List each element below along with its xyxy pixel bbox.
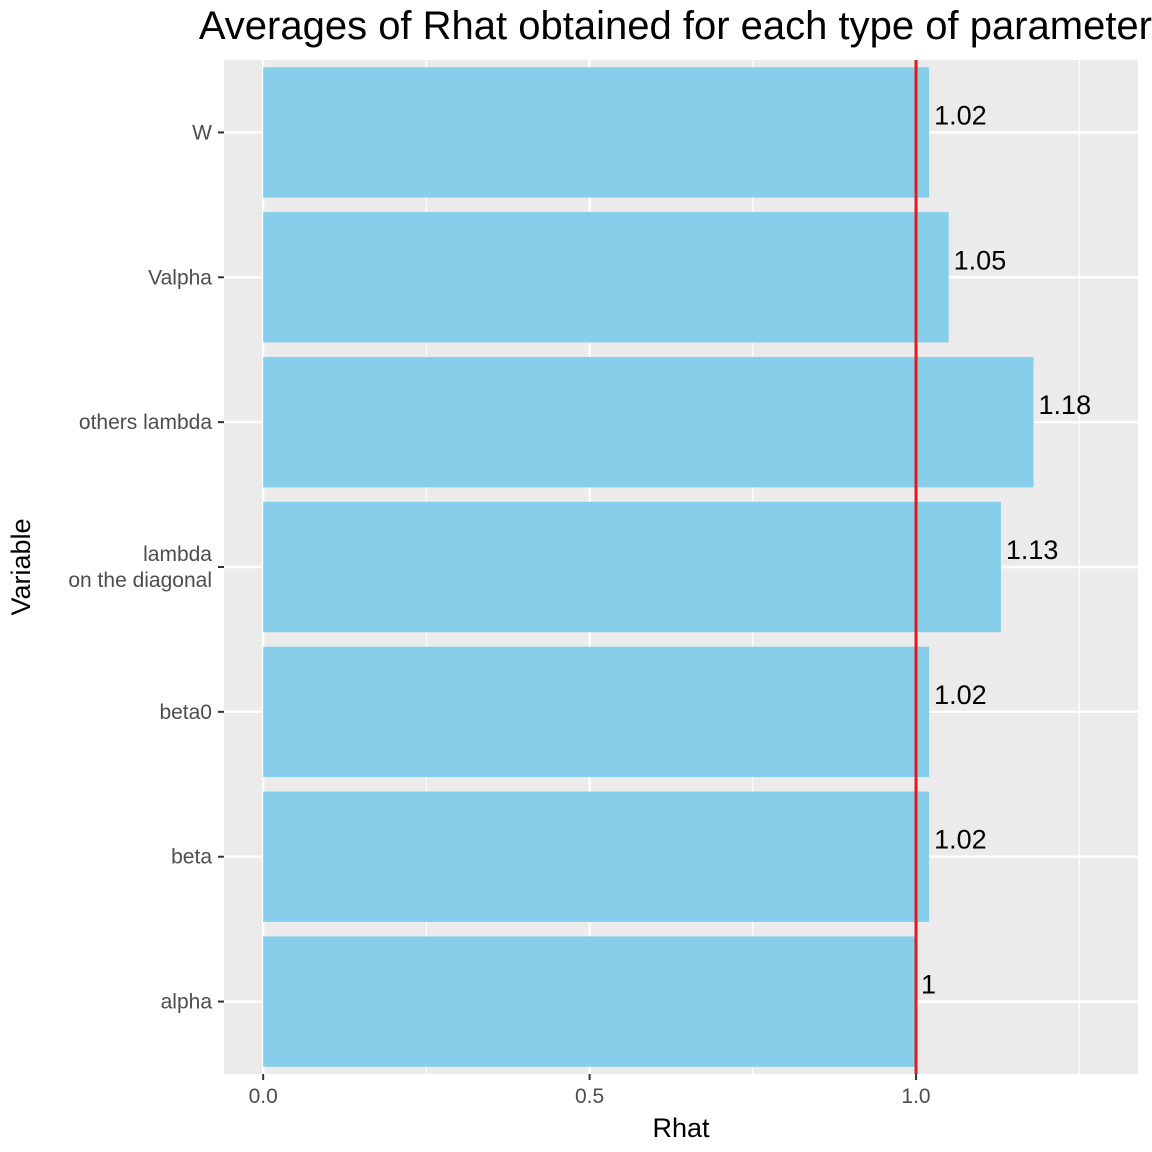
x-tick-label: 0.0: [249, 1085, 278, 1108]
y-tick-label: others lambda: [79, 411, 212, 434]
y-tick-label: lambda on the diagonal: [68, 543, 212, 592]
y-tick-label: alpha: [161, 991, 213, 1014]
data-label: 1.02: [934, 680, 987, 710]
bar: [263, 936, 917, 1067]
x-axis-title: Rhat: [652, 1113, 710, 1143]
y-tick-label: beta: [171, 846, 212, 869]
bar: [263, 356, 1034, 488]
x-tick-label: 1.0: [901, 1085, 930, 1108]
data-label: 1.02: [934, 825, 987, 855]
data-label: 1.18: [1039, 390, 1092, 420]
data-label: 1.02: [934, 100, 987, 130]
y-axis-title: Variable: [6, 518, 36, 615]
bar: [263, 791, 930, 922]
data-label: 1.13: [1006, 535, 1059, 565]
x-tick-label: 0.5: [575, 1085, 604, 1108]
y-tick-label: Valpha: [148, 266, 212, 289]
y-tick-label: W: [192, 121, 212, 144]
chart-title: Averages of Rhat obtained for each type …: [198, 4, 1152, 48]
bar: [263, 501, 1001, 633]
data-label: 1.05: [954, 245, 1007, 275]
bar: [263, 212, 949, 343]
y-tick-label: beta0: [159, 701, 212, 724]
bar: [263, 646, 930, 778]
bar: [263, 67, 930, 198]
data-label: 1: [921, 970, 936, 1000]
